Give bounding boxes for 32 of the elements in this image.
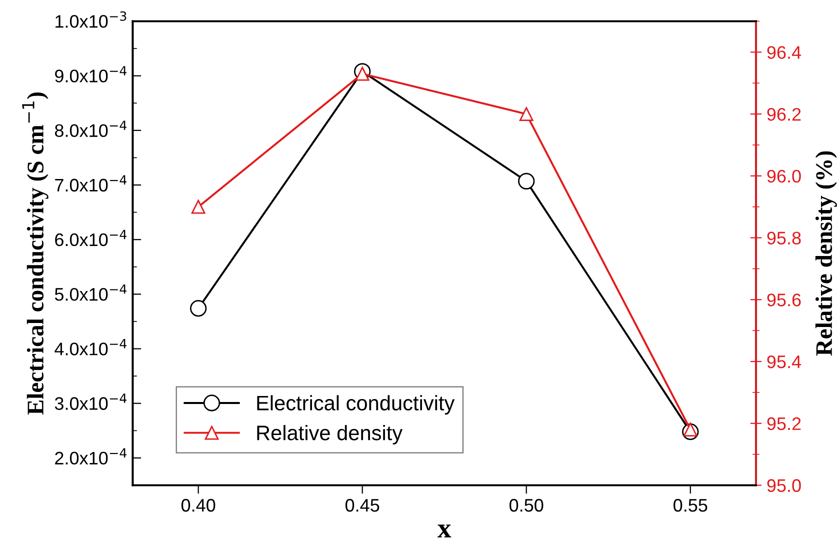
point (683, 422, 698, 437)
y-tick-label: 7.0x10$^{−4}$ (55, 175, 126, 192)
point (355, 66, 370, 81)
x-axis-title: x (438, 524, 452, 538)
y-tick-label: 3.0x10$^{−4}$ (54, 394, 126, 410)
x-tick-label: 0.40 (181, 498, 216, 512)
point (191, 200, 206, 214)
y-tick-label: 2.0x10$^{−4}$ (55, 448, 126, 465)
y-tick-label: 8.0x10$^{−4}$ (54, 120, 126, 137)
legend-label: Electrical conductivity (257, 395, 455, 415)
y-axis-title: Electrical conductivity (S cm$^{−1}$) (22, 92, 48, 415)
x-tick-label: 0.55 (674, 498, 708, 512)
y2-tick-label: 95.4 (767, 355, 802, 368)
y2-tick-label: 95.6 (767, 294, 801, 306)
y2-tick-label: 96.2 (767, 108, 801, 121)
x-tick-label: 0.45 (345, 498, 380, 512)
x-tick-label: 0.50 (510, 498, 544, 512)
y-tick-label: 9.0x10$^{−4}$ (55, 66, 126, 82)
y-tick-label: 5.0x10$^{−4}$ (54, 284, 126, 301)
point (518, 172, 535, 190)
y2-tick-label: 96.0 (767, 170, 801, 183)
y-tick-label: 1.0x10$^{−3}$ (56, 11, 126, 28)
legend-label: Relative density (257, 425, 403, 444)
y2-tick-label: 95.8 (767, 232, 801, 244)
y2-tick-label: 95.0 (767, 479, 801, 492)
point (519, 107, 534, 121)
point (190, 300, 207, 317)
y2-tick-label: 95.2 (767, 417, 801, 430)
y2-tick-label: 96.4 (767, 46, 802, 59)
y-tick-label: 6.0x10$^{−4}$ (55, 230, 126, 246)
y2-axis-title: Relative density (%) (815, 151, 837, 356)
y-tick-label: 4.0x10$^{−4}$ (54, 339, 126, 356)
